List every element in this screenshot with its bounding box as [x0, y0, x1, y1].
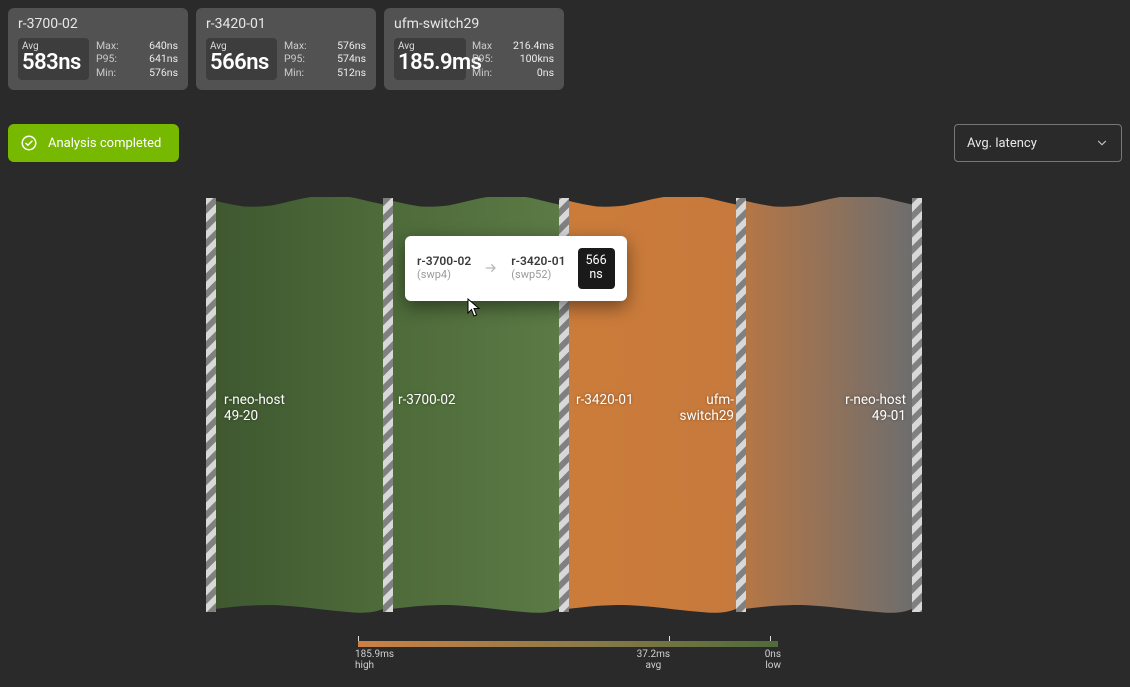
- legend-low-value: 0ns: [765, 649, 781, 660]
- card-title: r-3700-02: [18, 16, 178, 32]
- legend-avg-value: 37.2ms: [637, 649, 670, 660]
- legend-low-label: low: [765, 660, 781, 671]
- legend-avg-label: avg: [645, 660, 661, 671]
- avg-block: Avg 583ns: [18, 38, 89, 80]
- avg-block: Avg 566ns: [206, 38, 277, 80]
- tooltip-value: 566 ns: [578, 248, 615, 289]
- status-text: Analysis completed: [48, 136, 161, 151]
- page-root: r-3700-02 Avg 583ns Max:640ns P95:641ns …: [0, 0, 1130, 687]
- hop-label: r-neo-host49-01: [806, 393, 906, 424]
- legend-high-label: high: [355, 660, 374, 671]
- legend: 185.9ms high 37.2ms avg 0ns low: [355, 640, 781, 671]
- tooltip-to: r-3420-01 (swp52): [511, 255, 565, 281]
- hop-label: r-3420-01: [576, 393, 676, 409]
- avg-value: 566ns: [210, 52, 269, 74]
- legend-high-value: 185.9ms: [355, 649, 394, 660]
- legend-labels: 185.9ms high 37.2ms avg 0ns low: [355, 649, 781, 671]
- status-pill: Analysis completed: [8, 124, 179, 162]
- stat-list: Max:640ns P95:641ns Min:576ns: [96, 39, 178, 80]
- chevron-down-icon: [1095, 136, 1109, 150]
- stat-list: Max216.4ms P95:100kns Min:0ns: [472, 39, 554, 80]
- stat-list: Max:576ns P95:574ns Min:512ns: [284, 39, 366, 80]
- arrow-right-icon: [483, 260, 499, 276]
- avg-value: 185.9ms: [398, 52, 458, 74]
- hop-tooltip: r-3700-02 (swp4) r-3420-01 (swp52) 566 n…: [405, 236, 627, 301]
- controls-row: Analysis completed Avg. latency: [8, 124, 1122, 162]
- check-circle-icon: [20, 134, 38, 152]
- cards-row: r-3700-02 Avg 583ns Max:640ns P95:641ns …: [8, 8, 1122, 90]
- hop-label: r-3700-02: [398, 393, 498, 409]
- legend-bar: [358, 641, 778, 647]
- hop-label: ufm-switch29: [662, 393, 734, 424]
- card-r-3700-02[interactable]: r-3700-02 Avg 583ns Max:640ns P95:641ns …: [8, 8, 188, 90]
- card-title: r-3420-01: [206, 16, 366, 32]
- tooltip-from: r-3700-02 (swp4): [417, 255, 471, 281]
- hop-label: r-neo-host49-20: [224, 393, 324, 424]
- card-title: ufm-switch29: [394, 16, 554, 32]
- metric-dropdown[interactable]: Avg. latency: [954, 124, 1122, 162]
- card-r-3420-01[interactable]: r-3420-01 Avg 566ns Max:576ns P95:574ns …: [196, 8, 376, 90]
- avg-value: 583ns: [22, 52, 81, 74]
- avg-block: Avg 185.9ms: [394, 38, 466, 80]
- dropdown-selected: Avg. latency: [967, 136, 1037, 151]
- card-ufm-switch29[interactable]: ufm-switch29 Avg 185.9ms Max216.4ms P95:…: [384, 8, 564, 90]
